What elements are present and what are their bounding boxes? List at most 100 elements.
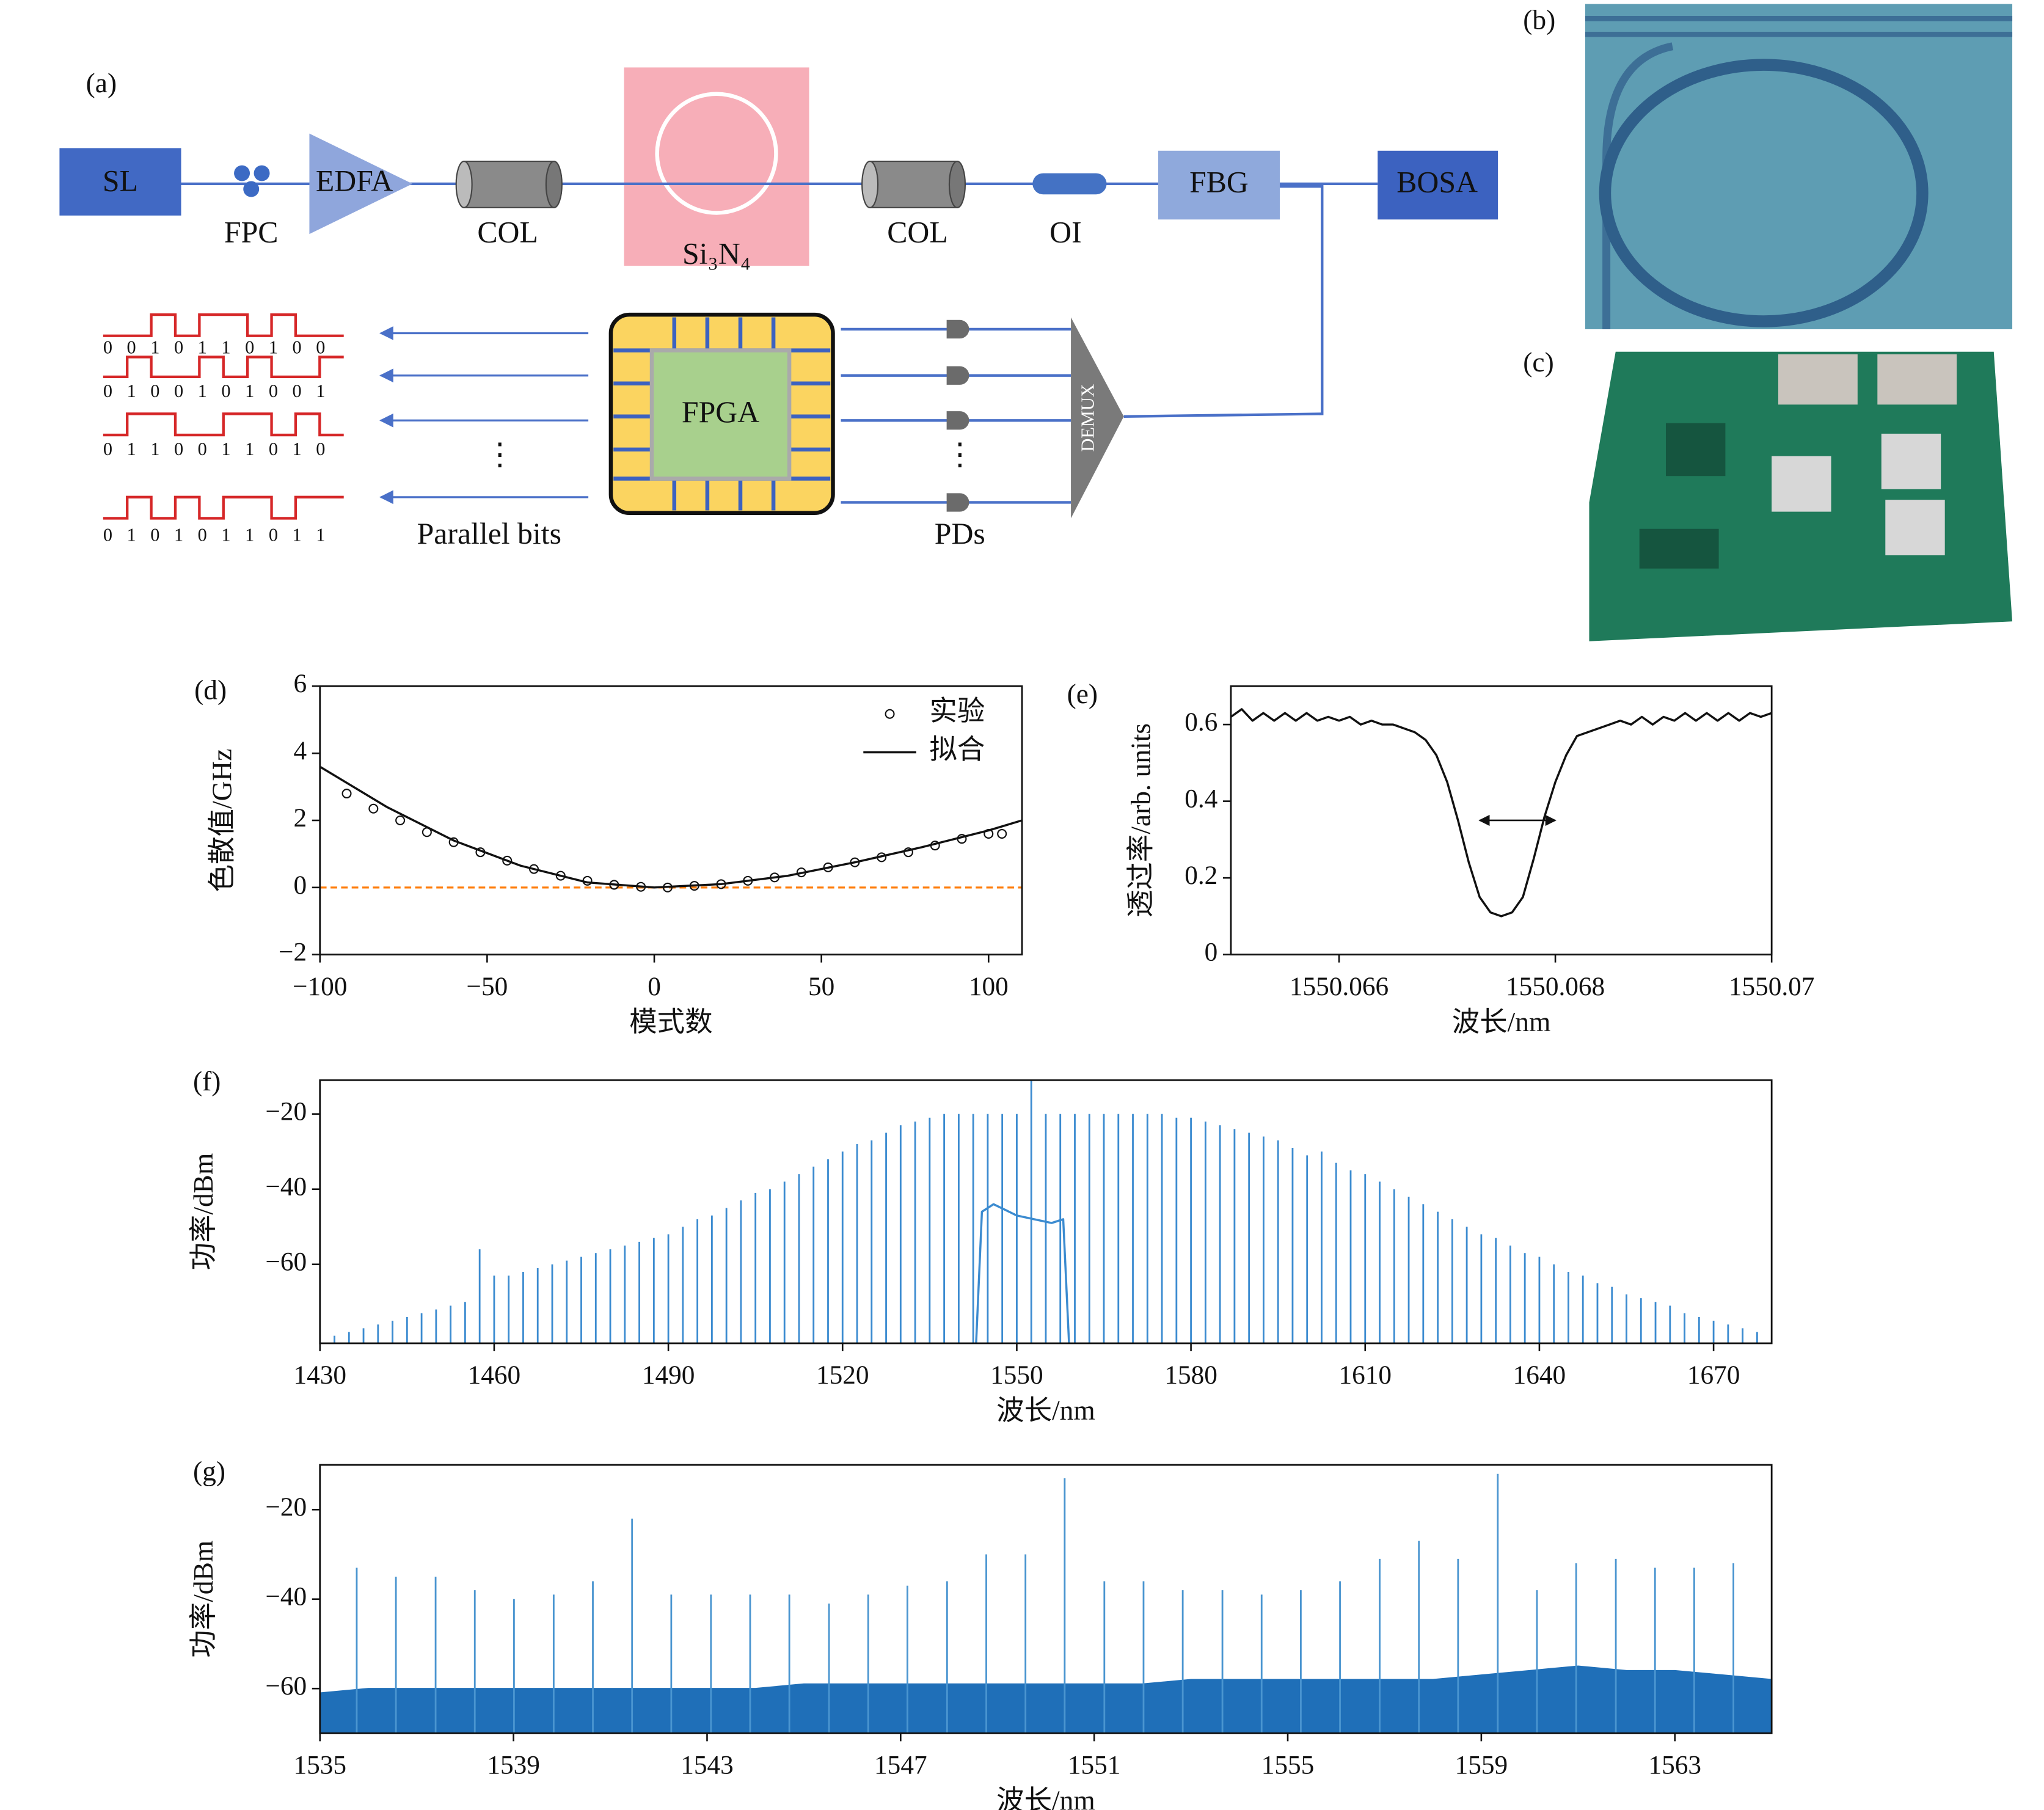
x-tick-label: 1550	[990, 1360, 1043, 1390]
axes-frame	[319, 1464, 1773, 1734]
pd-icons	[946, 319, 969, 512]
data-line	[319, 765, 1022, 889]
photo-background	[1585, 4, 2013, 329]
x-tick-label: −50	[467, 972, 508, 1001]
microring-photo	[1599, 59, 1929, 327]
connector	[1877, 354, 1957, 405]
y-tick-label: −60	[265, 1671, 307, 1701]
x-tick-label: 1535	[293, 1751, 346, 1780]
y-tick-label: 2	[293, 803, 307, 833]
oi-shape	[1032, 173, 1107, 195]
x-tick-label: 1559	[1455, 1751, 1508, 1780]
chip	[624, 67, 809, 266]
panel-label: (c)	[1523, 346, 1553, 378]
x-tick-label: 0	[648, 972, 661, 1001]
bit-waveform	[103, 313, 344, 337]
legend-marker	[885, 709, 895, 719]
axes-frame	[319, 1079, 1773, 1345]
chip-socket	[1881, 433, 1941, 489]
chart: 1430 1460 1490 1520 1550 1580 1610 1640 1670 −20 −…	[188, 1079, 1773, 1426]
x-tick-label: 1640	[1513, 1360, 1566, 1390]
noise-floor	[319, 1665, 1772, 1734]
pds-label: PDs	[935, 517, 985, 550]
data-line	[975, 1203, 1070, 1343]
y-axis-label: 色散值/GHz	[206, 749, 237, 892]
x-tick-label: 1460	[468, 1360, 521, 1390]
bit-waveform	[103, 412, 344, 437]
data-point	[502, 855, 513, 866]
x-tick-label: 1490	[642, 1360, 695, 1390]
col-label: COL	[887, 216, 948, 249]
x-axis-label: 波长/nm	[996, 1395, 1095, 1426]
chip-photo	[1585, 4, 2013, 329]
col-icon	[455, 161, 563, 208]
bit-string: 0 0 1 0 1 1 0 1 0 0	[103, 337, 326, 357]
plot-area	[319, 765, 1022, 892]
ellipsis: ⋮	[944, 437, 975, 471]
legend-label: 拟合	[929, 734, 985, 765]
plot-area	[319, 1473, 1772, 1734]
plot-area	[334, 1080, 1758, 1343]
x-tick-label: 1520	[816, 1360, 869, 1390]
panel-label: (b)	[1523, 4, 1555, 35]
x-tick-label: 1430	[293, 1360, 346, 1390]
bosa-label: BOSA	[1396, 165, 1478, 199]
panel-label: (a)	[86, 67, 117, 98]
axes-frame	[319, 685, 1023, 956]
panel-label: (g)	[193, 1456, 225, 1487]
y-tick-label: 0.6	[1184, 707, 1217, 737]
x-tick-label: 1539	[487, 1751, 540, 1780]
data-point	[997, 828, 1007, 839]
fiber	[1123, 185, 1324, 418]
x-tick-label: 1670	[1687, 1360, 1740, 1390]
x-tick-label: 1563	[1648, 1751, 1701, 1780]
sl-label: SL	[103, 164, 138, 197]
y-tick-label: −20	[265, 1492, 307, 1522]
x-axis-label: 波长/nm	[996, 1785, 1095, 1810]
x-tick-label: 50	[808, 972, 834, 1001]
chart: 1550.066 1550.068 1550.07 0 0.2 0.4 0.6 波长/nm 透过…	[1125, 685, 1814, 1037]
board-photo	[1589, 351, 2013, 641]
panel-label: (d)	[194, 674, 227, 706]
fbg-box	[1158, 150, 1280, 220]
fpc-label: FPC	[224, 216, 279, 249]
chart: 1535 1539 1543 1547 1551 1555 1559 1563 −20 −40 −6…	[188, 1464, 1773, 1810]
y-tick-label: −40	[265, 1582, 307, 1611]
component	[1666, 423, 1726, 476]
demux-shape	[1071, 317, 1124, 519]
x-tick-label: 1580	[1164, 1360, 1217, 1390]
x-axis-label: 模式数	[629, 1006, 712, 1037]
output-arrows	[379, 326, 589, 505]
bosa-box	[1378, 150, 1498, 220]
chip-socket	[1885, 500, 1945, 556]
x-tick-label: 1555	[1261, 1751, 1315, 1780]
y-axis-label: 功率/dBm	[188, 1541, 219, 1658]
x-tick-label: 1551	[1068, 1751, 1121, 1780]
x-tick-label: 1543	[681, 1751, 734, 1780]
data-point	[368, 803, 379, 814]
bit-string: 0 1 0 0 1 0 1 0 0 1	[103, 381, 326, 401]
y-tick-label: −20	[265, 1097, 307, 1126]
x-tick-label: 1547	[874, 1751, 927, 1780]
component	[1639, 528, 1719, 569]
x-tick-label: 100	[969, 972, 1009, 1001]
data-point	[395, 815, 406, 825]
connector	[1778, 354, 1858, 405]
demux-label: DEMUX	[1077, 384, 1098, 451]
y-tick-label: 0	[1205, 938, 1218, 967]
x-tick-label: 1550.068	[1506, 972, 1605, 1001]
panel-label: (e)	[1067, 678, 1098, 709]
ellipsis: ⋮	[484, 437, 515, 471]
chip-label: Si₃N₄	[682, 236, 751, 270]
fpga-label: FPGA	[682, 395, 759, 429]
bit-string: 0 1 1 0 0 1 1 0 1 0	[103, 439, 326, 459]
x-tick-label: 1550.066	[1290, 972, 1389, 1001]
y-tick-label: 0.2	[1184, 861, 1217, 890]
x-tick-label: −100	[293, 972, 347, 1001]
chip-socket	[1772, 456, 1831, 512]
sl-box	[59, 148, 181, 216]
edfa-label: EDFA	[316, 164, 393, 197]
